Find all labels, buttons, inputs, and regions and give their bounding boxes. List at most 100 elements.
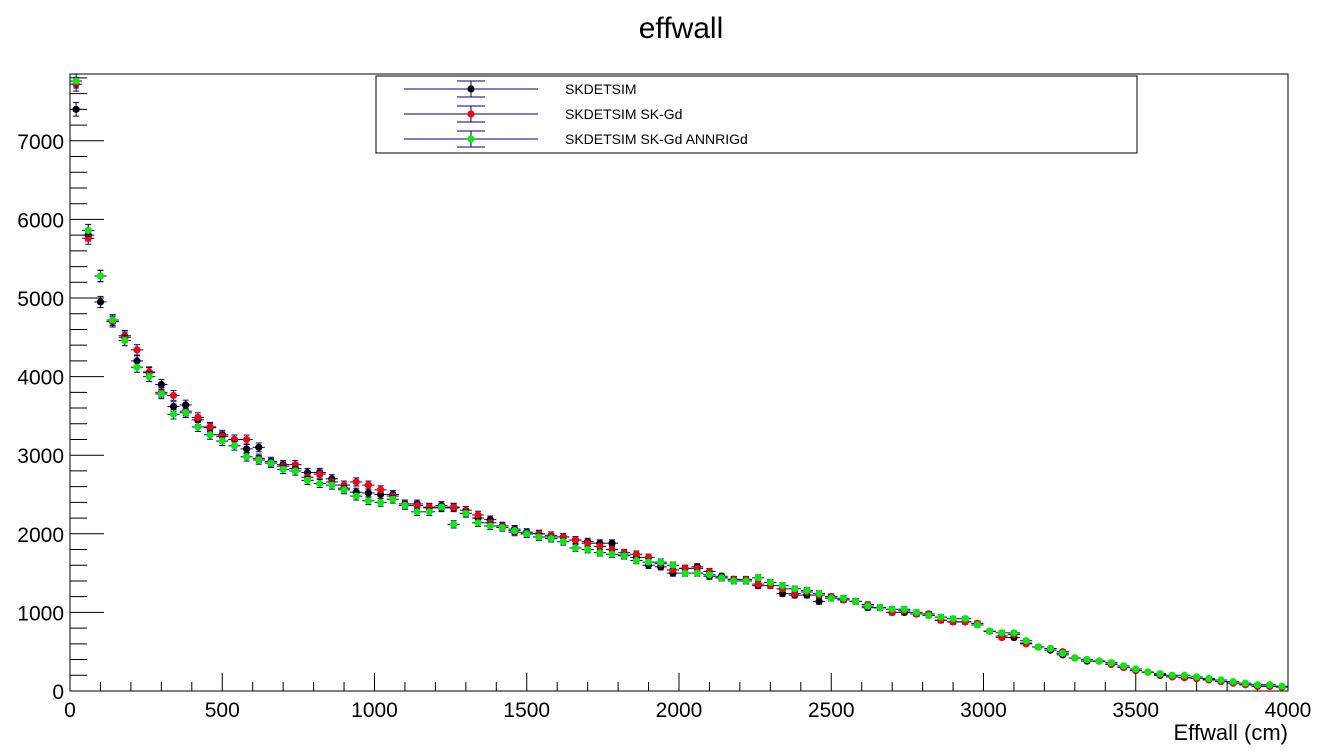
data-point [447,520,460,529]
marker [206,423,214,431]
data-point [106,314,119,326]
marker [255,443,263,451]
x-tick-label: 3500 [1112,699,1159,722]
data-point [1020,637,1033,645]
data-point [1275,682,1288,690]
marker [206,431,214,439]
data-point [313,478,326,489]
data-point [1068,654,1081,662]
marker [827,594,835,602]
x-tick-label: 1500 [503,699,550,722]
data-point [423,507,436,517]
marker [218,437,226,445]
marker [742,577,750,585]
marker [194,423,202,431]
legend-label: SKDETSIM SK-Gd [565,106,682,122]
legend-marker [467,110,475,118]
marker [1193,673,1201,681]
legend-label: SKDETSIM SK-Gd ANNRIGd [565,131,748,147]
data-point [1056,649,1069,657]
data-point [459,509,472,518]
marker [352,492,360,500]
marker [584,539,592,547]
marker [1168,671,1176,679]
x-tick-label: 4000 [1265,699,1312,722]
data-point [946,615,960,623]
marker [888,605,896,613]
legend-marker [467,135,475,143]
marker [1034,643,1042,651]
x-axis-title: Effwall (cm) [1174,720,1289,745]
marker [169,402,178,411]
legend-entry: SKDETSIM [404,80,637,98]
marker [791,585,799,593]
data-point [471,518,485,527]
marker [96,272,105,280]
data-point [313,469,326,479]
data-point [191,421,204,432]
marker [632,556,640,565]
data-point [203,421,217,432]
data-point [350,491,363,501]
data-point [1154,670,1167,678]
marker [133,357,141,365]
marker [596,542,604,550]
marker [450,520,458,528]
y-tick-label: 5000 [17,288,64,311]
marker [303,476,312,484]
data-point [605,550,619,559]
data-point [252,455,265,465]
marker [1022,637,1030,645]
data-point [800,586,813,594]
x-tick-label: 0 [64,699,76,722]
marker [1132,665,1140,673]
marker [864,602,872,610]
data-point [922,611,935,620]
data-point [289,466,302,476]
plot-frame [69,73,1289,692]
data-point [1166,671,1179,679]
marker [450,503,458,511]
marker [852,597,860,605]
data-point [569,544,582,552]
marker [169,391,178,400]
data-point [1227,677,1240,686]
marker [1266,681,1274,689]
data-point [971,621,984,629]
marker [474,511,482,519]
data-point [167,409,180,420]
data-point [362,488,375,498]
data-point [1080,655,1094,664]
data-point [216,436,229,446]
data-point [191,412,204,423]
data-point [788,585,801,593]
data-point [398,501,412,510]
marker [596,549,604,557]
marker [644,558,653,566]
marker [961,615,969,623]
data-point [1105,659,1118,667]
data-point [666,561,679,569]
data-point [350,477,363,487]
marker [998,629,1006,637]
x-tick-label: 500 [205,699,240,722]
data-point [508,526,521,535]
marker [1278,682,1286,690]
marker [328,481,336,489]
data-point [812,589,826,598]
data-point [252,442,265,453]
marker [1205,674,1213,683]
x-tick-label: 2500 [808,699,855,722]
marker [194,413,202,422]
data-point [301,475,314,485]
marker [96,298,105,306]
data-point [264,458,278,468]
marker [474,519,482,527]
data-point [995,629,1008,637]
marker [693,569,701,577]
data-point [703,571,716,579]
marker [535,533,543,541]
data-point [642,558,655,566]
marker [1180,671,1189,679]
marker [523,530,531,538]
